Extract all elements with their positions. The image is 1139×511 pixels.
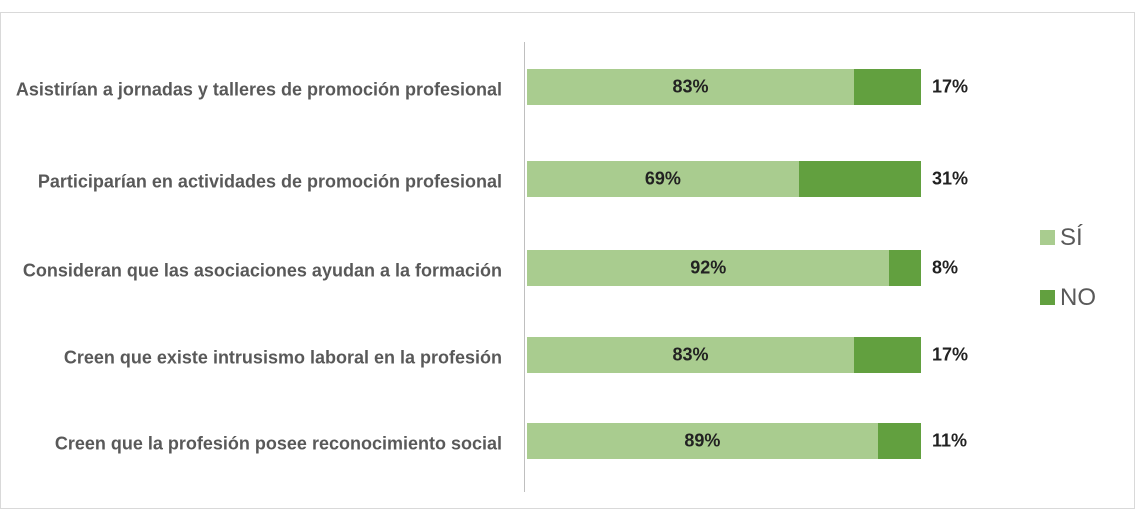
data-label: 83% — [672, 344, 709, 365]
category-label: Consideran que las asociaciones ayudan a… — [22, 260, 502, 281]
chart-frame — [0, 12, 1135, 509]
legend-label: SÍ — [1060, 224, 1083, 251]
data-label: 83% — [672, 76, 709, 97]
data-label: 8% — [932, 257, 959, 278]
bar-segment — [527, 337, 855, 373]
bar-segment — [798, 161, 921, 197]
bar-segment — [527, 69, 855, 105]
data-label: 69% — [644, 168, 681, 189]
legend-swatch — [1040, 290, 1055, 305]
bar-segment — [527, 161, 799, 197]
bar-segment — [877, 423, 921, 459]
data-label: 17% — [932, 344, 969, 365]
legend-label: NO — [1060, 284, 1096, 311]
data-label: 17% — [932, 76, 969, 97]
data-label: 11% — [932, 430, 968, 451]
category-label: Participarían en actividades de promoció… — [37, 171, 502, 192]
bar-segment — [854, 337, 921, 373]
bar-segment — [889, 250, 921, 286]
category-label: Asistirían a jornadas y talleres de prom… — [15, 79, 502, 100]
category-label: Creen que existe intrusismo laboral en l… — [63, 347, 502, 368]
bar-segment — [527, 250, 890, 286]
data-label: 89% — [684, 430, 721, 451]
bar-segment — [527, 423, 878, 459]
data-label: 92% — [690, 257, 727, 278]
category-label: Creen que la profesión posee reconocimie… — [54, 433, 502, 454]
legend-swatch — [1040, 230, 1055, 245]
bar-segment — [854, 69, 921, 105]
data-label: 31% — [932, 168, 969, 189]
category-axis — [524, 42, 525, 492]
